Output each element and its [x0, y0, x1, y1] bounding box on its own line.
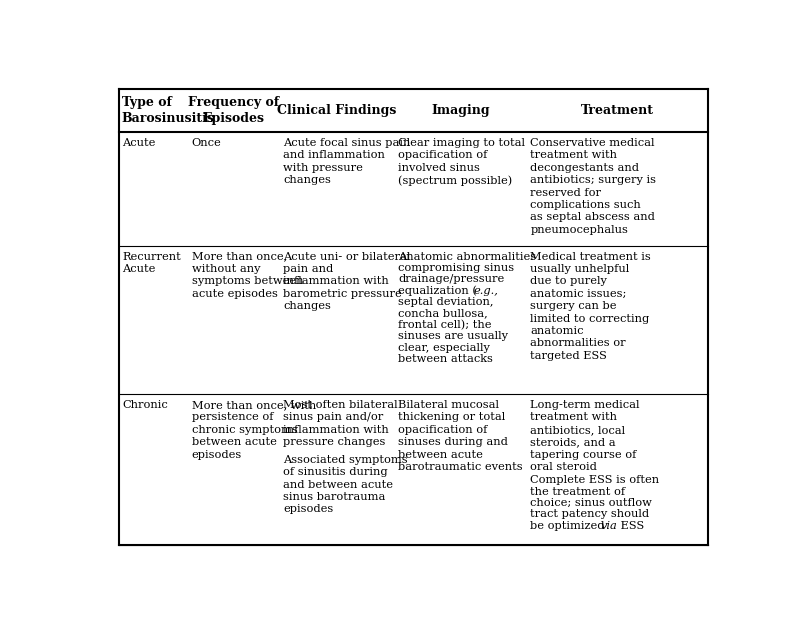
Text: ESS: ESS [617, 521, 644, 531]
Text: Imaging: Imaging [431, 104, 490, 117]
Text: compromising sinus: compromising sinus [398, 263, 514, 273]
Text: frontal cell); the: frontal cell); the [398, 320, 491, 330]
Text: choice; sinus outflow: choice; sinus outflow [530, 498, 652, 508]
Text: e.g.,: e.g., [474, 286, 498, 296]
Text: equalization (: equalization ( [398, 286, 477, 297]
Text: Type of
Barosinusitis: Type of Barosinusitis [122, 96, 214, 125]
Text: clear, especially: clear, especially [398, 343, 490, 353]
Text: Acute uni- or bilateral
pain and
inflammation with
barometric pressure
changes: Acute uni- or bilateral pain and inflamm… [283, 252, 410, 311]
Text: Long-term medical
treatment with
antibiotics, local
steroids, and a
tapering cou: Long-term medical treatment with antibio… [530, 400, 640, 472]
Text: Acute focal sinus pain
and inflammation
with pressure
changes: Acute focal sinus pain and inflammation … [283, 138, 410, 185]
Text: Associated symptoms
of sinusitis during
and between acute
sinus barotrauma
episo: Associated symptoms of sinusitis during … [283, 455, 408, 515]
Text: Once: Once [192, 138, 222, 148]
Text: Chronic: Chronic [122, 400, 168, 410]
Text: Frequency of
Episodes: Frequency of Episodes [188, 96, 279, 125]
Text: drainage/pressure: drainage/pressure [398, 274, 504, 284]
Text: Medical treatment is
usually unhelpful
due to purely
anatomic issues;
surgery ca: Medical treatment is usually unhelpful d… [530, 252, 651, 361]
Text: Conservative medical
treatment with
decongestants and
antibiotics; surgery is
re: Conservative medical treatment with deco… [530, 138, 657, 235]
Text: Clear imaging to total
opacification of
involved sinus
(spectrum possible): Clear imaging to total opacification of … [398, 138, 525, 186]
Text: the treatment of: the treatment of [530, 487, 626, 497]
Text: septal deviation,: septal deviation, [398, 297, 494, 307]
Text: More than once,
without any
symptoms between
acute episodes: More than once, without any symptoms bet… [192, 252, 303, 299]
Text: Complete ESS is often: Complete ESS is often [530, 475, 660, 485]
Text: concha bullosa,: concha bullosa, [398, 308, 488, 318]
Text: sinuses are usually: sinuses are usually [398, 331, 508, 341]
Text: Acute: Acute [122, 138, 156, 148]
Text: via: via [601, 521, 618, 531]
Text: between attacks: between attacks [398, 354, 493, 364]
Text: Bilateral mucosal
thickening or total
opacification of
sinuses during and
betwee: Bilateral mucosal thickening or total op… [398, 400, 522, 472]
Text: be optimized: be optimized [530, 521, 609, 531]
Text: Clinical Findings: Clinical Findings [277, 104, 397, 117]
Text: More than once, with
persistence of
chronic symptoms
between acute
episodes: More than once, with persistence of chro… [192, 400, 316, 460]
Text: Anatomic abnormalities: Anatomic abnormalities [398, 252, 536, 262]
Text: tract patency should: tract patency should [530, 510, 650, 520]
Text: Treatment: Treatment [581, 104, 654, 117]
Text: Recurrent
Acute: Recurrent Acute [122, 252, 181, 274]
Text: Most often bilateral
sinus pain and/or
inflammation with
pressure changes: Most often bilateral sinus pain and/or i… [283, 400, 398, 447]
